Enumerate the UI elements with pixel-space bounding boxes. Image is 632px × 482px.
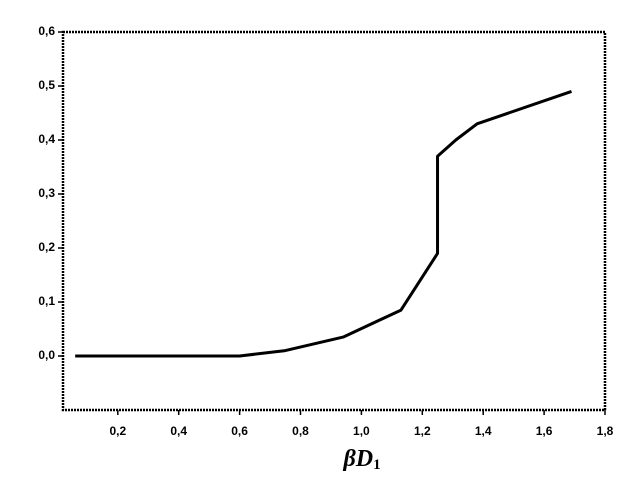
x-tick-label: 1,2 bbox=[414, 424, 431, 438]
x-tick-label: 0,8 bbox=[292, 424, 309, 438]
y-tick-label: 0,5 bbox=[38, 78, 55, 92]
x-axis-label-sub: 1 bbox=[373, 457, 381, 473]
y-tick-label: 0,1 bbox=[38, 294, 55, 308]
x-tick-label: 0,2 bbox=[109, 424, 126, 438]
y-tick-label: 0,0 bbox=[38, 348, 55, 362]
x-axis-label: βD1 bbox=[342, 446, 380, 474]
y-tick-label: 0,3 bbox=[38, 186, 55, 200]
plot-frame bbox=[61, 30, 607, 412]
y-tick-label: 0,2 bbox=[38, 240, 55, 254]
x-tick-label: 1,0 bbox=[353, 424, 370, 438]
y-tick-label: 0,4 bbox=[38, 132, 55, 146]
data-line bbox=[75, 89, 572, 358]
y-tick-label: 0,6 bbox=[38, 24, 55, 38]
x-axis-label-main: βD bbox=[342, 446, 373, 472]
x-tick-label: 0,6 bbox=[231, 424, 248, 438]
x-tick-label: 0,4 bbox=[170, 424, 187, 438]
x-tick-label: 1,8 bbox=[597, 424, 614, 438]
x-tick-label: 1,4 bbox=[475, 424, 492, 438]
x-tick-label: 1,6 bbox=[536, 424, 553, 438]
